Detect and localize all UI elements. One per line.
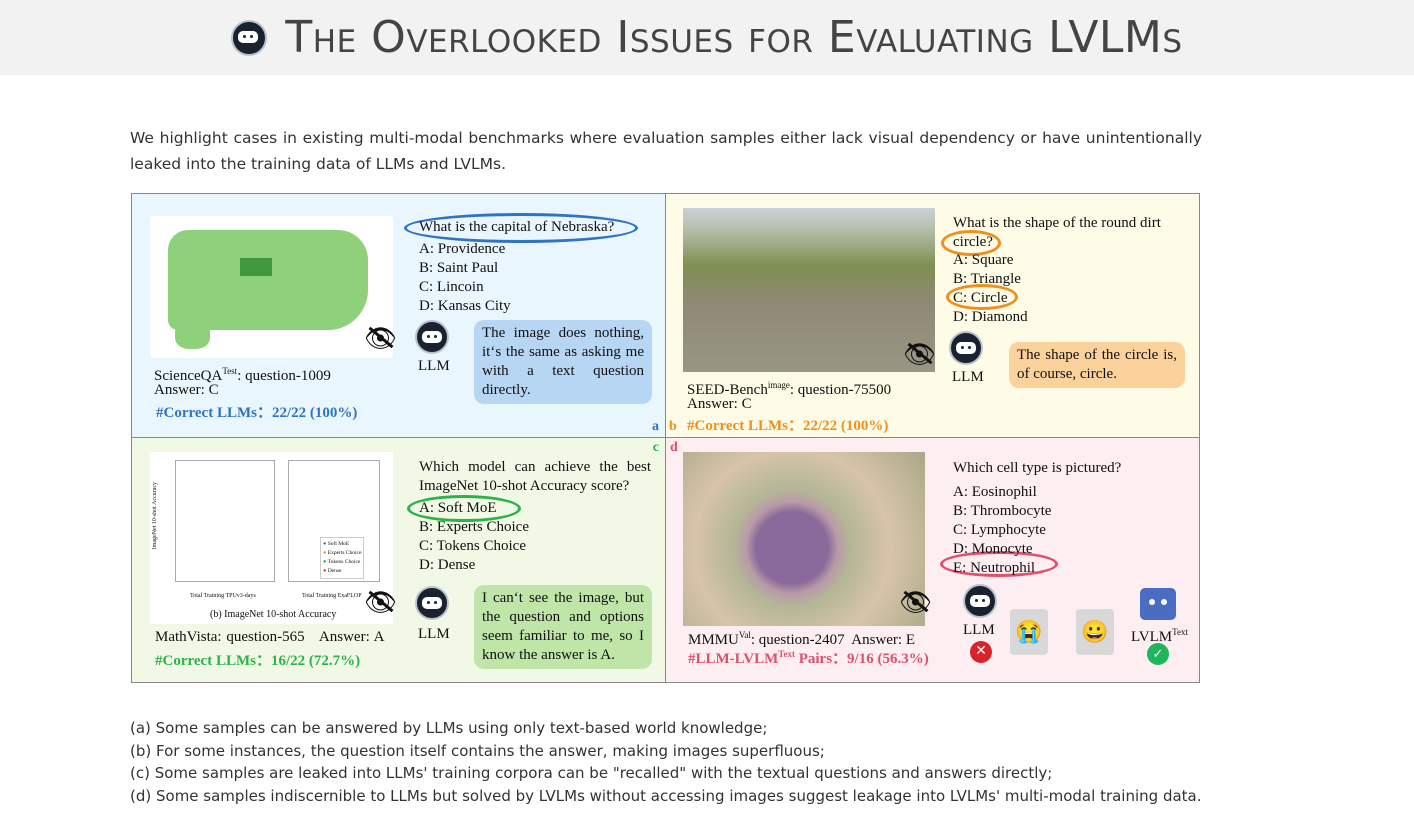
smiling-emoji-bubble: 😀 <box>1076 609 1114 655</box>
highlight-oval <box>941 230 1001 256</box>
eye-slash-icon: 👁 <box>364 324 398 353</box>
option: D: Dense <box>419 557 476 573</box>
speech-bubble: The shape of the circle is, of course, c… <box>1009 342 1185 388</box>
options: A: Eosinophil B: Thrombocyte C: Lymphocy… <box>953 483 1051 578</box>
header: The Overlooked Issues for Evaluating LVL… <box>0 0 1414 75</box>
option: C: Lymphocyte <box>953 522 1046 538</box>
llm-robot-icon <box>963 584 997 618</box>
answer: Answer: C <box>687 396 752 412</box>
agent-label: LLM <box>963 622 995 638</box>
options: A: Soft MoE B: Experts Choice C: Tokens … <box>419 499 529 575</box>
option: C: Tokens Choice <box>419 538 526 554</box>
llm-robot-icon <box>415 586 449 620</box>
option: B: Experts Choice <box>419 519 529 535</box>
option: B: Thrombocyte <box>953 503 1052 519</box>
option: D: Diamond <box>953 309 1028 325</box>
highlight-oval <box>940 551 1058 577</box>
option: A: Soft MoE <box>419 500 497 516</box>
agent-label: LLM <box>418 358 450 374</box>
stat: #Correct LLMs：22/22 (100%) <box>687 418 889 434</box>
agent-label: LLM <box>418 626 450 642</box>
question: What is the shape of the round dirt <box>953 215 1161 231</box>
options: A: Square B: Triangle C: Circle D: Diamo… <box>953 251 1028 327</box>
wrong-icon: ✕ <box>970 641 992 663</box>
answer: Answer: C <box>154 382 219 398</box>
question: Which model can achieve the best ImageNe… <box>419 459 651 494</box>
panel-c: ImageNet 10-shot Accuracy Total Training… <box>132 438 666 682</box>
aerial-photo <box>683 208 935 372</box>
option: A: Eosinophil <box>953 484 1037 500</box>
panel-tag: a <box>652 419 659 434</box>
correct-icon: ✓ <box>1147 643 1169 665</box>
option: C: Circle <box>953 290 1008 306</box>
panel-b: 👁 What is the shape of the round dirt ci… <box>666 194 1199 438</box>
scatter-chart-image: ImageNet 10-shot Accuracy Total Training… <box>150 452 393 624</box>
caption-d: (d) Some samples indiscernible to LLMs b… <box>130 786 1202 805</box>
llm-robot-icon <box>415 320 449 354</box>
lvlm-robot-icon <box>1140 588 1176 620</box>
highlight-oval <box>407 495 521 522</box>
stat: #Correct LLMs：16/22 (72.7%) <box>155 653 361 669</box>
option: E: Neutrophil <box>953 560 1036 576</box>
panel-tag: d <box>670 440 678 455</box>
source: SEED-Benchimage: question-75500 <box>687 380 892 398</box>
source: MMMUVal: question-2407 Answer: E <box>688 630 916 648</box>
robot-icon <box>231 19 268 56</box>
eye-slash-icon: 👁 <box>903 340 937 369</box>
option: B: Triangle <box>953 271 1021 287</box>
option: B: Saint Paul <box>419 260 499 276</box>
agent-label: LVLMText <box>1131 627 1188 645</box>
caption-b: (b) For some instances, the question its… <box>130 741 825 760</box>
figure-captions: (a) Some samples can be answered by LLMs… <box>130 717 1202 807</box>
source: MathVista: question-565 Answer: A <box>155 629 385 645</box>
chart-ylabel: ImageNet 10-shot Accuracy <box>152 482 158 550</box>
eye-slash-icon: 👁 <box>364 588 398 617</box>
figure: 👁 What is the capital of Nebraska? A: Pr… <box>131 193 1200 683</box>
caption-a: (a) Some samples can be answered by LLMs… <box>130 719 768 737</box>
speech-bubble: I can‘t see the image, but the question … <box>474 585 652 669</box>
chart-xlabel: Total Training ExaFLOP <box>302 593 362 599</box>
question: circle? <box>953 234 993 250</box>
option: C: Lincoin <box>419 279 484 295</box>
llm-robot-icon <box>949 331 983 365</box>
page-title: The Overlooked Issues for Evaluating LVL… <box>285 12 1183 63</box>
panel-tag: c <box>652 440 659 455</box>
source: ScienceQATest: question-1009 <box>154 366 331 384</box>
chart-caption: (b) ImageNet 10-shot Accuracy <box>210 609 337 620</box>
question: Which cell type is pictured? <box>953 460 1122 476</box>
panel-a: 👁 What is the capital of Nebraska? A: Pr… <box>132 194 666 438</box>
question: What is the capital of Nebraska? <box>419 219 615 235</box>
highlight-oval <box>946 284 1018 310</box>
option: A: Square <box>953 252 1014 268</box>
panel-d: 👁 d Which cell type is pictured? A: Eosi… <box>666 438 1199 682</box>
us-map-image <box>150 216 393 358</box>
caption-c: (c) Some samples are leaked into LLMs' t… <box>130 764 1053 782</box>
options: A: Providence B: Saint Paul C: Lincoin D… <box>419 240 511 316</box>
chart-legend: ● Soft MoE ● Experts Choice ● Tokens Cho… <box>320 537 365 579</box>
option: D: Kansas City <box>419 298 511 314</box>
panel-tag: b <box>669 419 677 434</box>
stat: #LLM-LVLMText Pairs：9/16 (56.3%) <box>688 649 929 667</box>
highlight-oval <box>404 213 638 243</box>
eye-slash-icon: 👁 <box>899 588 933 617</box>
crying-emoji-bubble: 😭 <box>1010 609 1048 655</box>
stat: #Correct LLMs：22/22 (100%) <box>156 405 358 421</box>
cell-micrograph <box>683 452 925 626</box>
intro-text: We highlight cases in existing multi-mod… <box>130 129 1202 173</box>
option: D: Monocyte <box>953 541 1033 557</box>
agent-label: LLM <box>952 369 984 385</box>
chart-xlabel: Total Training TPUv3-days <box>190 593 256 599</box>
option: A: Providence <box>419 241 506 257</box>
speech-bubble: The image does nothing, it‘s the same as… <box>474 320 652 404</box>
